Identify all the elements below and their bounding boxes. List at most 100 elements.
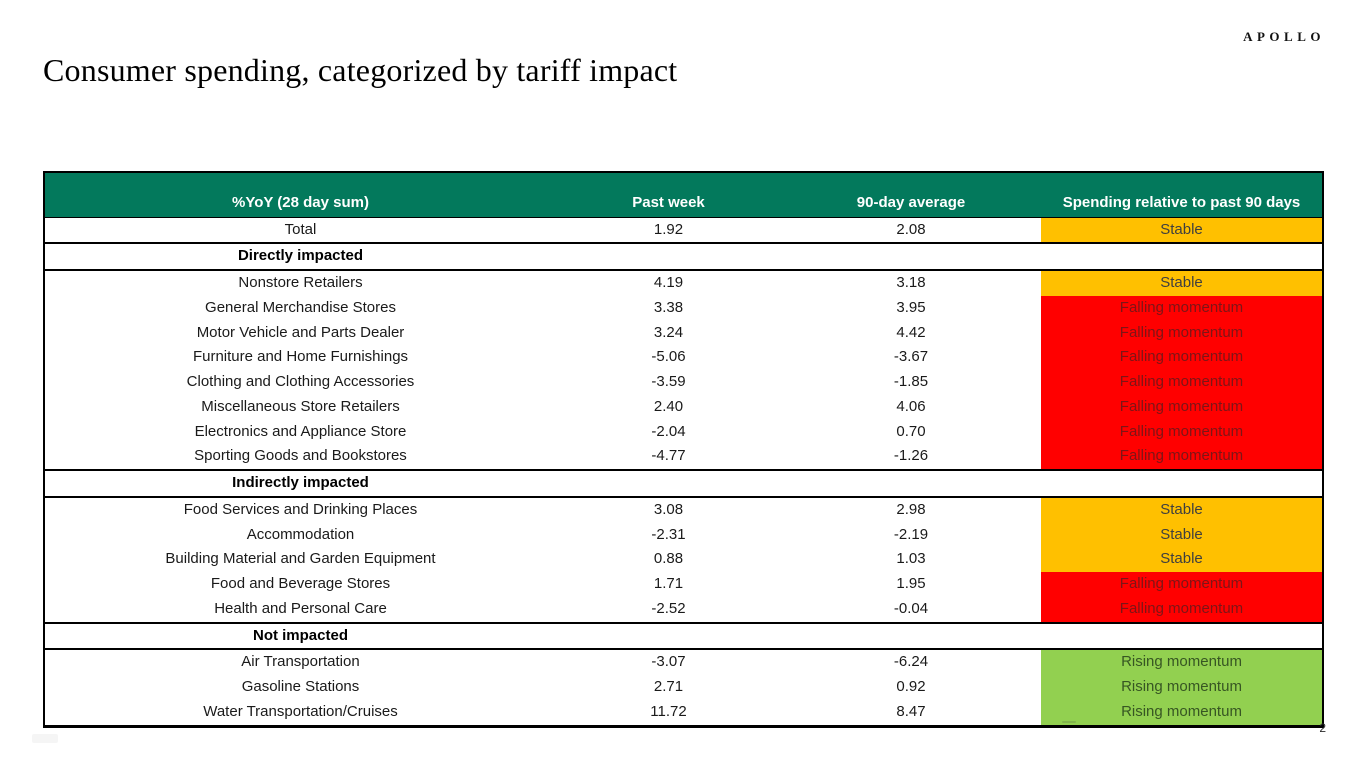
section-empty-cell: [781, 242, 1041, 271]
avg-90d-cell: -0.04: [893, 599, 929, 617]
past-week-cell: 1.71: [653, 575, 684, 592]
status-cell: Falling momentum: [1041, 394, 1323, 420]
avg-90d-cell: 4.06: [896, 397, 926, 415]
avg-90d-cell: 1.95: [896, 575, 926, 592]
table-row-total: Total 1.92 2.08 Stable: [44, 217, 1323, 244]
table-row: Air Transportation -3.07 -6.24 Rising mo…: [44, 649, 1323, 675]
faint-footnote-mark: [32, 734, 58, 743]
status-cell: Stable: [1041, 547, 1323, 572]
status-cell: Falling momentum: [1041, 295, 1323, 321]
section-empty-cell: [556, 242, 781, 271]
category-cell: General Merchandise Stores: [205, 298, 396, 316]
status-cell: Stable: [1041, 217, 1323, 244]
category-cell: Air Transportation: [241, 653, 360, 671]
avg-90d-cell: 0.92: [896, 678, 926, 695]
table-row: Clothing and Clothing Accessories -3.59 …: [44, 370, 1323, 395]
section-empty-cell: [556, 469, 781, 498]
section-empty-cell: [556, 621, 781, 651]
section-empty-cell: [781, 469, 1041, 498]
section-row-indirectly-impacted: Indirectly impacted: [44, 469, 1323, 498]
avg-90d-cell: 3.95: [896, 298, 926, 316]
category-cell: Total: [284, 220, 317, 238]
category-cell: Health and Personal Care: [214, 599, 387, 617]
category-cell: Sporting Goods and Bookstores: [194, 447, 407, 465]
category-cell: Food and Beverage Stores: [210, 575, 391, 592]
avg-90d-cell: -6.24: [893, 653, 929, 671]
table-row: Building Material and Garden Equipment 0…: [44, 547, 1323, 572]
status-cell: Falling momentum: [1041, 419, 1323, 445]
past-week-cell: -5.06: [651, 348, 686, 366]
past-week-cell: 2.40: [653, 397, 684, 415]
section-empty-cell: [781, 621, 1041, 651]
status-cell: Rising momentum: [1041, 649, 1323, 675]
avg-90d-cell: 2.98: [896, 500, 926, 518]
status-cell: Stable: [1041, 496, 1323, 523]
table-row: Health and Personal Care -2.52 -0.04 Fal…: [44, 596, 1323, 623]
table-row: Miscellaneous Store Retailers 2.40 4.06 …: [44, 394, 1323, 420]
category-cell: Electronics and Appliance Store: [194, 422, 407, 440]
apollo-logo: APOLLO: [1243, 29, 1325, 44]
section-label: Directly impacted: [44, 242, 556, 271]
status-cell: Falling momentum: [1041, 572, 1323, 597]
table-row: Accommodation -2.31 -2.19 Stable: [44, 522, 1323, 548]
table-row: Nonstore Retailers 4.19 3.18 Stable: [44, 270, 1323, 296]
status-cell: Stable: [1041, 270, 1323, 296]
page-title: Consumer spending, categorized by tariff…: [43, 52, 678, 88]
status-cell: Rising momentum: [1041, 699, 1323, 726]
category-cell: Clothing and Clothing Accessories: [186, 373, 415, 390]
category-cell: Building Material and Garden Equipment: [165, 550, 436, 568]
status-cell: Falling momentum: [1041, 345, 1323, 370]
status-cell: Falling momentum: [1041, 370, 1323, 395]
table-row: Gasoline Stations 2.71 0.92 Rising momen…: [44, 675, 1323, 700]
avg-90d-cell: 3.18: [896, 274, 926, 291]
category-cell: Water Transportation/Cruises: [203, 702, 398, 720]
past-week-cell: 4.19: [653, 274, 684, 291]
avg-90d-cell: -2.19: [893, 525, 929, 543]
past-week-cell: 3.08: [653, 500, 684, 518]
section-empty-cell: [1041, 469, 1323, 498]
faint-footnote-mark: [1062, 721, 1076, 723]
section-row-not-impacted: Not impacted: [44, 621, 1323, 651]
status-cell: Falling momentum: [1041, 444, 1323, 470]
category-cell: Gasoline Stations: [241, 678, 360, 695]
category-cell: Accommodation: [246, 525, 355, 543]
table-header: %YoY (28 day sum) Past week 90-day avera…: [44, 172, 1323, 218]
section-empty-cell: [1041, 621, 1323, 651]
page-number: 2: [1319, 721, 1326, 735]
column-header-category: %YoY (28 day sum): [44, 172, 556, 218]
past-week-cell: 0.88: [653, 550, 684, 568]
category-cell: Furniture and Home Furnishings: [192, 348, 409, 366]
status-cell: Stable: [1041, 522, 1323, 548]
past-week-cell: -3.07: [651, 653, 686, 671]
spending-table: %YoY (28 day sum) Past week 90-day avera…: [43, 171, 1324, 728]
status-cell: Falling momentum: [1041, 596, 1323, 623]
avg-90d-cell: 8.47: [896, 702, 926, 720]
past-week-cell: -2.52: [651, 599, 686, 617]
table-row: Food Services and Drinking Places 3.08 2…: [44, 496, 1323, 523]
status-cell: Rising momentum: [1041, 675, 1323, 700]
section-empty-cell: [1041, 242, 1323, 271]
column-header-90-day-average: 90-day average: [781, 172, 1041, 218]
table-row: Food and Beverage Stores 1.71 1.95 Falli…: [44, 572, 1323, 597]
avg-90d-cell: -3.67: [893, 348, 929, 366]
column-header-status: Spending relative to past 90 days: [1041, 172, 1323, 218]
avg-90d-cell: 4.42: [896, 323, 926, 341]
column-header-past-week: Past week: [556, 172, 781, 218]
category-cell: Miscellaneous Store Retailers: [201, 397, 400, 415]
past-week-cell: 3.38: [653, 298, 684, 316]
avg-90d-cell: -1.26: [893, 447, 929, 465]
avg-90d-cell: 1.03: [896, 550, 926, 568]
status-cell: Falling momentum: [1041, 320, 1323, 346]
category-cell: Food Services and Drinking Places: [183, 500, 418, 518]
table-row: General Merchandise Stores 3.38 3.95 Fal…: [44, 295, 1323, 321]
table-row: Furniture and Home Furnishings -5.06 -3.…: [44, 345, 1323, 370]
past-week-cell: 3.24: [653, 323, 684, 341]
past-week-cell: -4.77: [651, 447, 686, 465]
avg-90d-cell: -1.85: [893, 373, 929, 390]
category-cell: Nonstore Retailers: [238, 274, 363, 291]
table-row: Water Transportation/Cruises 11.72 8.47 …: [44, 699, 1323, 726]
table-row: Electronics and Appliance Store -2.04 0.…: [44, 419, 1323, 445]
table-row: Motor Vehicle and Parts Dealer 3.24 4.42…: [44, 320, 1323, 346]
past-week-cell: -3.59: [651, 373, 686, 390]
